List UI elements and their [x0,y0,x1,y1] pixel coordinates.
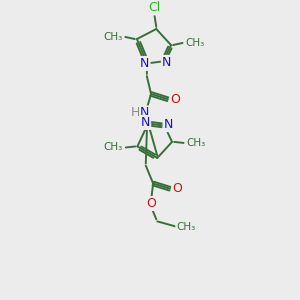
Text: O: O [146,197,156,210]
Text: N: N [140,106,149,119]
Text: N: N [140,57,150,70]
Text: N: N [141,116,150,129]
Text: N: N [164,118,173,131]
Text: CH₃: CH₃ [187,138,206,148]
Text: Cl: Cl [148,2,160,14]
Text: H: H [130,106,140,119]
Text: O: O [172,182,182,195]
Text: N: N [162,56,171,69]
Text: CH₃: CH₃ [176,222,195,232]
Text: CH₃: CH₃ [186,38,205,48]
Text: O: O [170,93,180,106]
Text: CH₃: CH₃ [103,142,123,152]
Text: CH₃: CH₃ [103,32,122,42]
